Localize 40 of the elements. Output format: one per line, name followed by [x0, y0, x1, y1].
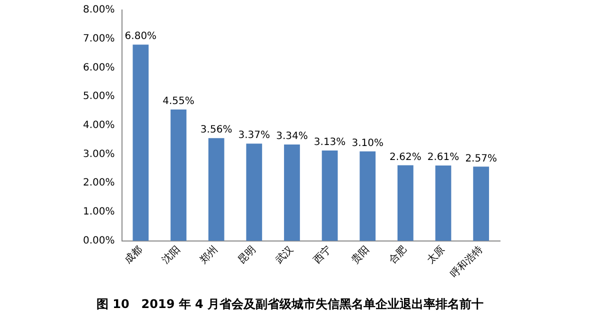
y-tick-label: 0.00% [82, 235, 115, 246]
x-tick-label: 成都 [122, 244, 145, 266]
y-tick-label: 2.00% [82, 178, 115, 189]
y-tick-label: 6.00% [82, 62, 115, 74]
y-tick-label: 4.00% [82, 120, 115, 132]
x-tick-label: 贵阳 [348, 244, 372, 266]
x-tick-label: 昆明 [236, 244, 258, 266]
bar [360, 151, 376, 241]
data-label: 6.80% [124, 31, 157, 42]
bar [170, 110, 186, 241]
x-tick-label: 西宁 [311, 244, 334, 266]
data-label: 2.57% [465, 153, 497, 164]
bar [473, 166, 490, 241]
data-label: 3.37% [238, 130, 270, 142]
data-label: 2.61% [427, 152, 460, 164]
bar [322, 150, 338, 241]
data-label: 3.56% [200, 124, 232, 136]
bar [435, 166, 452, 241]
bar [284, 144, 300, 241]
data-label: 2.62% [390, 152, 422, 163]
data-label: 3.34% [276, 131, 308, 142]
x-tick-label: 沈阳 [160, 244, 182, 266]
x-tick-label: 武汉 [273, 244, 296, 266]
x-tick-label: 太原 [424, 244, 448, 266]
text: 图 10 2019 年 4 月省会及副省级城市失信黑名单企业退出率排名前十 [96, 296, 484, 311]
data-label: 3.10% [352, 138, 384, 149]
bar [398, 165, 414, 241]
x-tick-label: 呼和浩特 [448, 244, 486, 280]
y-tick-label: 7.00% [82, 33, 115, 44]
bar [246, 144, 262, 241]
y-tick-label: 1.00% [82, 206, 115, 218]
y-tick-label: 3.00% [82, 148, 115, 160]
x-tick-label: 郑州 [198, 244, 220, 266]
bar [132, 44, 149, 241]
data-label: 3.13% [314, 137, 346, 148]
data-label: 4.55% [162, 96, 194, 108]
bar [208, 138, 224, 241]
y-tick-label: 8.00% [82, 4, 115, 16]
y-tick-label: 5.00% [82, 91, 115, 102]
x-tick-label: 合肥 [386, 244, 410, 266]
